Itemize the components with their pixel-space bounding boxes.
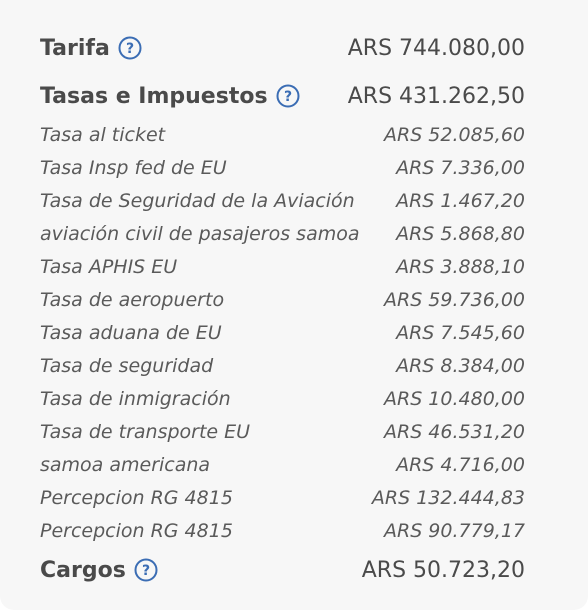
tax-item-amount: ARS 4.716,00	[396, 454, 525, 476]
tax-item-amount: ARS 8.384,00	[396, 355, 525, 377]
tax-item-label: Tasa aduana de EU	[40, 322, 222, 344]
tax-item-amount: ARS 90.779,17	[384, 520, 525, 542]
tarifa-amount: ARS 744.080,00	[347, 35, 525, 61]
tax-item-label: Tasa de transporte EU	[40, 421, 251, 443]
tax-item-amount: ARS 59.736,00	[384, 289, 525, 311]
tax-item-amount: ARS 7.336,00	[396, 157, 525, 179]
question-circle-icon[interactable]: ?	[276, 84, 300, 108]
cargos-label-group: Cargos ?	[40, 558, 158, 583]
tax-item-amount: ARS 10.480,00	[384, 388, 525, 410]
tax-item-amount: ARS 1.467,20	[396, 190, 525, 212]
tasas-row: Tasas e Impuestos ? ARS 431.262,50	[40, 78, 525, 114]
tax-item-amount: ARS 3.888,10	[396, 256, 525, 278]
tax-item-row: ARS 132.444,83 Percepcion RG 4815	[40, 487, 525, 519]
tax-item-label: Tasa APHIS EU	[40, 256, 178, 278]
tasas-label: Tasas e Impuestos	[40, 83, 268, 109]
tarifa-row: Tarifa ? ARS 744.080,00	[40, 30, 525, 66]
tax-item-row: ARS 90.779,17 Percepcion RG 4815	[40, 520, 525, 552]
question-circle-icon[interactable]: ?	[118, 36, 142, 60]
tax-item-row: ARS 7.545,60 Tasa aduana de EU	[40, 322, 525, 354]
cargos-row: Cargos ? ARS 50.723,20	[40, 552, 525, 588]
svg-text:?: ?	[284, 89, 292, 105]
tax-item-row: ARS 59.736,00 Tasa de aeropuerto	[40, 289, 525, 321]
tax-item-row: ARS 3.888,10 Tasa APHIS EU	[40, 256, 525, 288]
cargos-amount: ARS 50.723,20	[361, 557, 525, 583]
tax-item-label: Tasa al ticket	[40, 124, 166, 146]
tax-item-row: ARS 46.531,20 Tasa de transporte EU	[40, 421, 525, 453]
tax-item-row: ARS 10.480,00 Tasa de inmigración	[40, 388, 525, 420]
tarifa-label: Tarifa	[40, 35, 110, 61]
tax-item-row: ARS 7.336,00 Tasa Insp fed de EU	[40, 157, 525, 189]
tax-item-row: ARS 1.467,20 Tasa de Seguridad de la Avi…	[40, 190, 525, 222]
tax-item-amount: ARS 132.444,83	[371, 487, 525, 509]
tax-item-row: ARS 8.384,00 Tasa de seguridad	[40, 355, 525, 387]
cargos-label: Cargos	[40, 557, 126, 583]
tax-item-row: ARS 4.716,00 samoa americana	[40, 454, 525, 486]
tasas-amount: ARS 431.262,50	[347, 83, 525, 109]
svg-text:?: ?	[142, 563, 150, 579]
tax-item-amount: ARS 5.868,80	[396, 223, 525, 245]
tax-item-label: Tasa de Seguridad de la Aviación	[40, 190, 355, 212]
tarifa-label-group: Tarifa ?	[40, 36, 142, 61]
tax-item-label: Tasa de seguridad	[40, 355, 214, 377]
tax-item-amount: ARS 52.085,60	[384, 124, 525, 146]
tax-item-label: Tasa de inmigración	[40, 388, 231, 410]
tax-item-label: Percepcion RG 4815	[40, 487, 233, 509]
tax-item-label: samoa americana	[40, 454, 211, 476]
question-circle-icon[interactable]: ?	[134, 558, 158, 582]
tax-item-label: Percepcion RG 4815	[40, 520, 233, 542]
tax-item-label: Tasa Insp fed de EU	[40, 157, 227, 179]
tasas-label-group: Tasas e Impuestos ?	[40, 84, 300, 109]
tax-item-row: ARS 5.868,80 aviación civil de pasajeros…	[40, 223, 525, 255]
tax-item-row: ARS 52.085,60 Tasa al ticket	[40, 124, 525, 156]
tax-item-amount: ARS 7.545,60	[396, 322, 525, 344]
tax-item-label: aviación civil de pasajeros samoa	[40, 223, 360, 245]
svg-text:?: ?	[126, 41, 134, 57]
tax-item-label: Tasa de aeropuerto	[40, 289, 225, 311]
tax-item-amount: ARS 46.531,20	[384, 421, 525, 443]
